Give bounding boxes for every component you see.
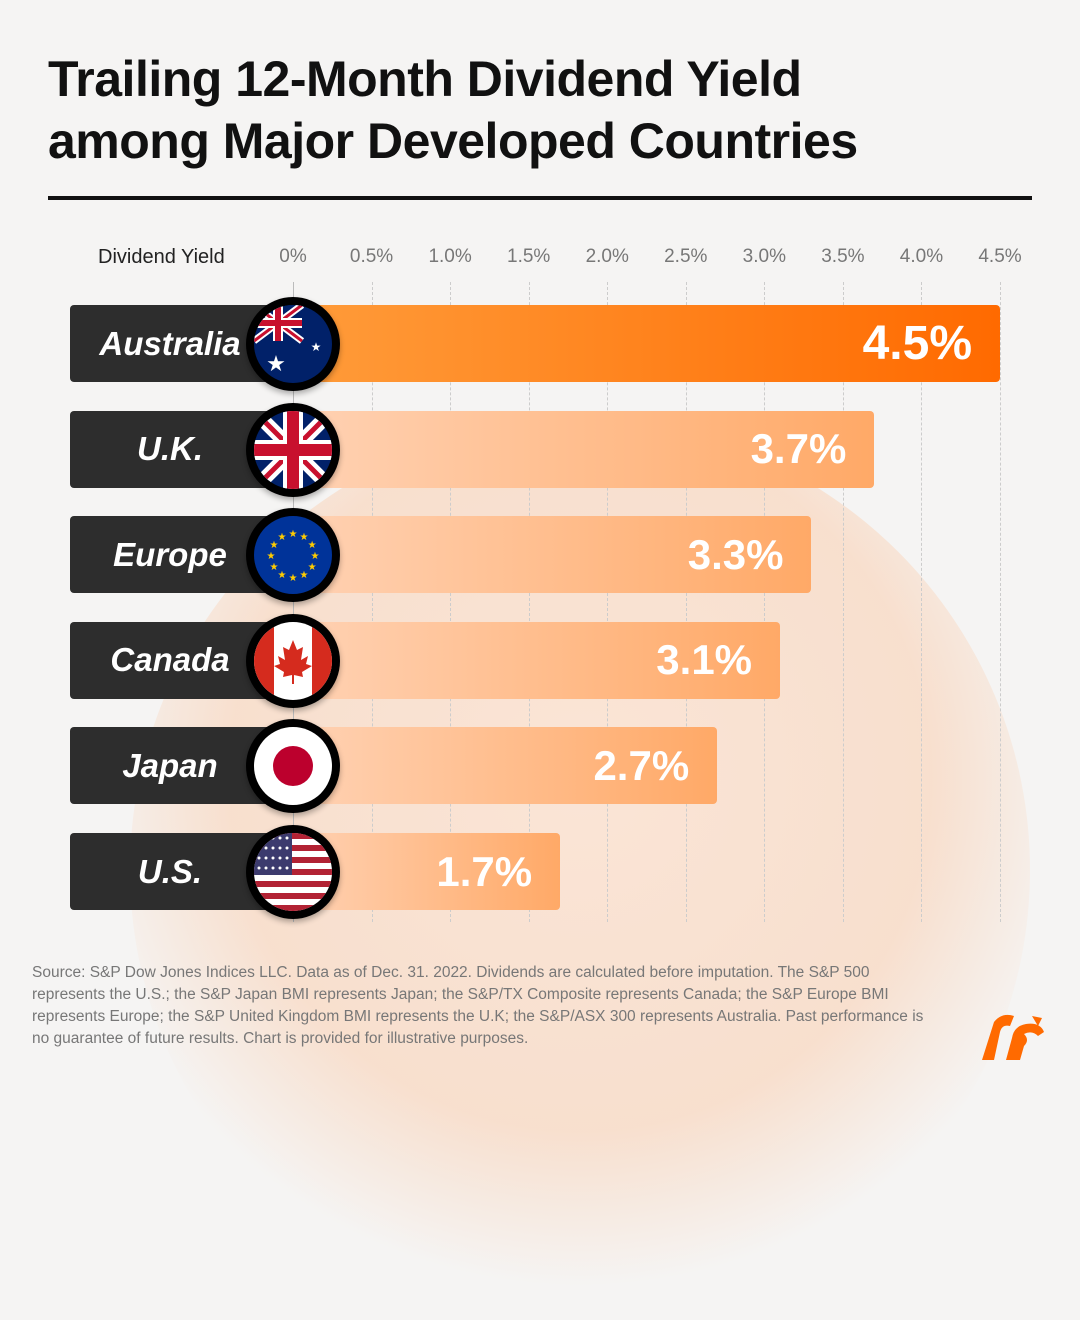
svg-text:★: ★ xyxy=(267,551,276,562)
source-note: Source: S&P Dow Jones Indices LLC. Data … xyxy=(32,964,924,1047)
gridline xyxy=(685,282,687,922)
svg-text:★: ★ xyxy=(266,351,286,376)
gridline xyxy=(764,282,766,922)
svg-text:★: ★ xyxy=(311,551,320,562)
data-label: 2.7% xyxy=(593,741,690,789)
data-label: 3.1% xyxy=(656,636,753,684)
gridline xyxy=(450,282,452,922)
svg-text:★: ★ xyxy=(278,532,287,543)
gridline xyxy=(293,282,294,922)
data-label: 1.7% xyxy=(436,847,533,895)
flag-icon xyxy=(246,613,340,708)
gridline xyxy=(371,282,373,922)
tick-label: 3.5% xyxy=(821,246,865,267)
tick-label: 2.0% xyxy=(585,246,629,267)
data-label: 4.5% xyxy=(862,317,972,370)
gridline xyxy=(528,282,530,922)
gridline xyxy=(607,282,609,922)
flag-icon: ★ ★ ★ ★ ★ ★ ★ ★ ★ ★ ★ ★ xyxy=(246,508,340,603)
tick-label: 0.5% xyxy=(349,246,394,267)
svg-text:★: ★ xyxy=(300,570,309,581)
data-label: 3.7% xyxy=(750,425,847,473)
flag-icon: ★ ★ xyxy=(246,297,340,391)
axis-label: Dividend Yield xyxy=(98,246,225,268)
tick-label: 0% xyxy=(279,246,307,267)
flag-icon xyxy=(246,719,340,814)
flag-icon xyxy=(246,402,340,497)
bar-australia: 4.5% xyxy=(293,305,1000,382)
svg-text:★: ★ xyxy=(311,340,322,354)
tick-label: 4.0% xyxy=(899,246,944,267)
svg-text:★: ★ xyxy=(269,540,278,551)
gridline xyxy=(921,282,923,922)
bar-europe: 3.3% xyxy=(293,516,812,594)
svg-text:★: ★ xyxy=(278,570,287,581)
data-label: 3.3% xyxy=(687,530,784,578)
tick-label: 1.0% xyxy=(428,246,472,267)
gridline xyxy=(1000,282,1001,922)
brand-logo xyxy=(980,1012,1050,1067)
bar-canada: 3.1% xyxy=(293,621,781,699)
svg-text:★: ★ xyxy=(289,573,298,584)
svg-text:★: ★ xyxy=(269,562,278,573)
bar-japan: 2.7% xyxy=(293,727,718,805)
bar-uk: 3.7% xyxy=(293,410,875,488)
tick-label: 2.5% xyxy=(664,246,708,267)
tick-label: 3.0% xyxy=(742,246,786,267)
svg-text:★: ★ xyxy=(308,540,317,551)
tick-label: 1.5% xyxy=(507,246,551,267)
svg-text:★: ★ xyxy=(289,529,298,540)
svg-text:★: ★ xyxy=(300,532,309,543)
gridline xyxy=(842,282,844,922)
page-title: Trailing 12-Month Dividend Yield among Ma… xyxy=(48,51,858,169)
flag-icon xyxy=(246,825,340,919)
tick-label: 4.5% xyxy=(978,246,1022,267)
svg-text:★: ★ xyxy=(308,562,317,573)
title-divider xyxy=(48,196,1032,200)
